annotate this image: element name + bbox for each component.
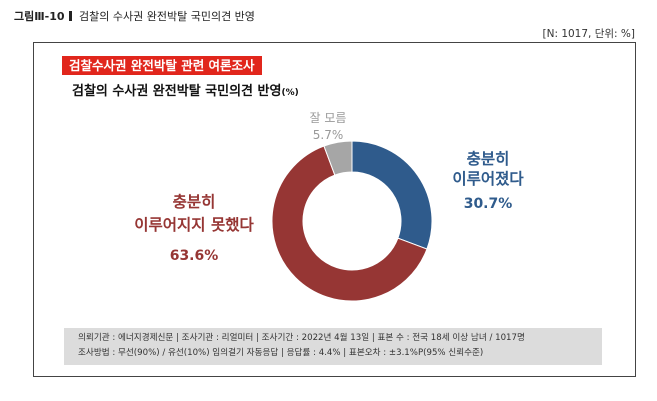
survey-footer: 의뢰기관 : 에너지경제신문 | 조사기관 : 리얼미터 | 조사기간 : 20… <box>64 328 602 365</box>
figure-label: 그림Ⅲ-10 <box>14 10 65 23</box>
donut-slice-not-fully <box>271 145 428 302</box>
donut-slice-fully <box>351 140 433 250</box>
footer-line-2: 조사방법 : 무선(90%) / 유선(10%) 임의걸기 자동응답 | 응답률… <box>78 348 484 358</box>
donut-slice-unknown <box>323 140 353 176</box>
figure-caption: 검찰의 수사권 완전박탈 국민의견 반영 <box>79 10 255 23</box>
chart-subtitle: 검찰의 수사권 완전박탈 국민의견 반영(%) <box>72 80 299 99</box>
chart-subtitle-unit: (%) <box>281 88 299 98</box>
figure-title: 그림Ⅲ-10 검찰의 수사권 완전박탈 국민의견 반영 <box>14 8 255 24</box>
slice-label-line: 이루어졌다 <box>452 170 524 188</box>
chart-subtitle-text: 검찰의 수사권 완전박탈 국민의견 반영 <box>72 84 282 99</box>
slice-value-label: 63.6% <box>170 248 219 264</box>
survey-banner: 검찰수사권 완전박탈 관련 여론조사 <box>62 56 262 75</box>
footer-line-1: 의뢰기관 : 에너지경제신문 | 조사기관 : 리얼미터 | 조사기간 : 20… <box>78 333 525 343</box>
slice-label-line: 충분히 <box>173 193 216 211</box>
slice-label-line: 잘 모름 <box>310 111 347 125</box>
slice-value-label: 5.7% <box>313 128 344 142</box>
figure-frame <box>33 42 636 377</box>
slice-label-line: 충분히 <box>467 150 510 168</box>
unit-note: [N: 1017, 단위: %] <box>542 28 636 40</box>
title-separator <box>68 11 72 21</box>
slice-label-line: 이루어지지 못했다 <box>134 216 254 234</box>
slice-value-label: 30.7% <box>464 196 513 212</box>
